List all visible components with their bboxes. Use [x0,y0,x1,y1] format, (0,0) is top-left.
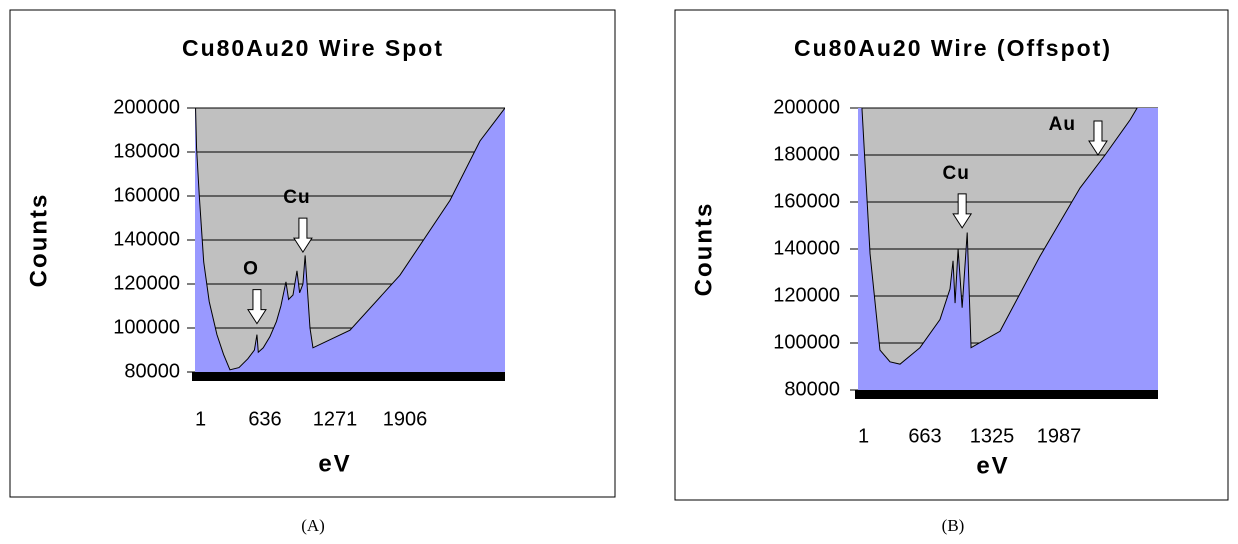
area [195,108,505,372]
annotation-arrow [247,289,267,325]
x-axis-bar [855,390,1158,399]
x-tick-label: 1 [195,408,206,430]
y-tick-label: 80000 [124,360,180,382]
x-tick-label: 1987 [1037,425,1082,447]
caption: (A) [301,516,325,535]
y-tick-label: 160000 [773,190,840,212]
x-tick-label: 1325 [970,425,1015,447]
y-tick-label: 120000 [773,284,840,306]
area [858,108,1158,390]
annotation-arrow [952,193,973,229]
chart-title: Cu80Au20 Wire (Offspot) [794,35,1112,61]
x-tick-label: 1271 [313,408,358,430]
annotation-arrow [1088,120,1108,156]
x-axis-bar [192,372,505,381]
y-tick-label: 180000 [773,143,840,165]
area-line [861,108,1138,365]
y-axis-label: Counts [25,193,52,288]
area-line [195,108,505,371]
y-tick-label: 80000 [784,378,840,400]
annotation-arrow [293,217,313,254]
x-tick-label: 636 [248,408,281,430]
x-tick-label: 1 [858,425,869,447]
y-tick-label: 200000 [773,96,840,118]
y-tick-label: 120000 [113,272,180,294]
chart: Cu80Au20 Wire Spot Counts eV (A) 80000 100000… [9,9,616,535]
annotation-label: Au [1049,114,1076,135]
annotation-label: O [243,259,259,280]
x-axis-label: eV [318,450,351,477]
y-tick-label: 100000 [773,331,840,353]
x-axis-label: eV [976,452,1009,479]
y-tick-label: 140000 [113,228,180,250]
x-tick-label: 663 [908,425,941,447]
x-tick-label: 1906 [383,408,428,430]
chart: Cu80Au20 Wire (Offspot) Counts eV (B) 80000 1… [674,9,1229,535]
y-axis-label: Counts [690,202,717,297]
annotation-label: Cu [283,187,310,208]
y-tick-label: 200000 [113,96,180,118]
y-tick-label: 100000 [113,316,180,338]
y-tick-label: 180000 [113,140,180,162]
y-tick-label: 160000 [113,184,180,206]
caption: (B) [942,516,965,535]
chart-title: Cu80Au20 Wire Spot [182,35,444,61]
annotation-label: Cu [942,163,969,184]
y-tick-label: 140000 [773,237,840,259]
